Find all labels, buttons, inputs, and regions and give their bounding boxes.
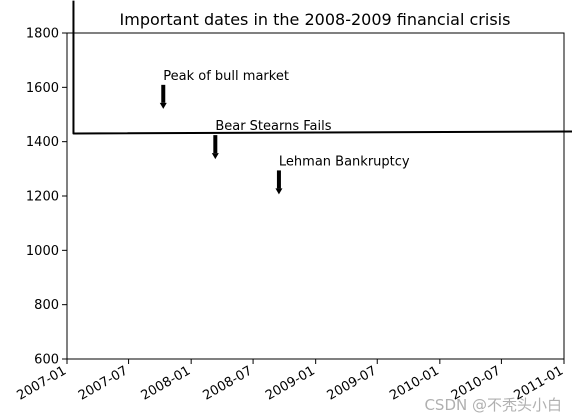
annotation-arrow-head [275,188,283,195]
y-tick-label: 1200 [26,190,59,205]
x-tick-label: 2008-07 [201,363,256,403]
y-axis: 600 800 1000 1200 1400 1600 1800 [26,27,67,368]
watermark: CSDN @不秃头小白 [424,396,562,414]
chart-title: Important dates in the 2008-2009 financi… [120,10,511,29]
annotations-group: Peak of bull market Bear Stearns Fails Leh… [159,69,410,195]
annotation-label: Peak of bull market [163,69,289,84]
plot-area: Peak of bull market Bear Stearns Fails Leh… [66,0,572,360]
y-tick-label: 1600 [26,81,59,96]
x-tick-label: 2007-07 [76,363,131,403]
y-tick-label: 1400 [26,135,59,150]
x-tick-label: 2007-01 [14,363,69,403]
x-tick-label: 2009-07 [325,363,380,403]
x-tick-label: 2008-01 [139,363,194,403]
annotation-arrow-head [211,153,219,160]
annotation-label: Bear Stearns Fails [215,119,331,134]
plot-frame [66,32,565,360]
annotation-arrow-head [159,102,167,109]
annotation-label: Lehman Bankruptcy [279,154,410,169]
y-tick-label: 600 [34,353,59,368]
y-tick-label: 1000 [26,244,59,259]
x-tick-label: 2009-01 [263,363,318,403]
y-tick-label: 1800 [26,27,59,42]
y-tick-label: 800 [34,298,59,313]
